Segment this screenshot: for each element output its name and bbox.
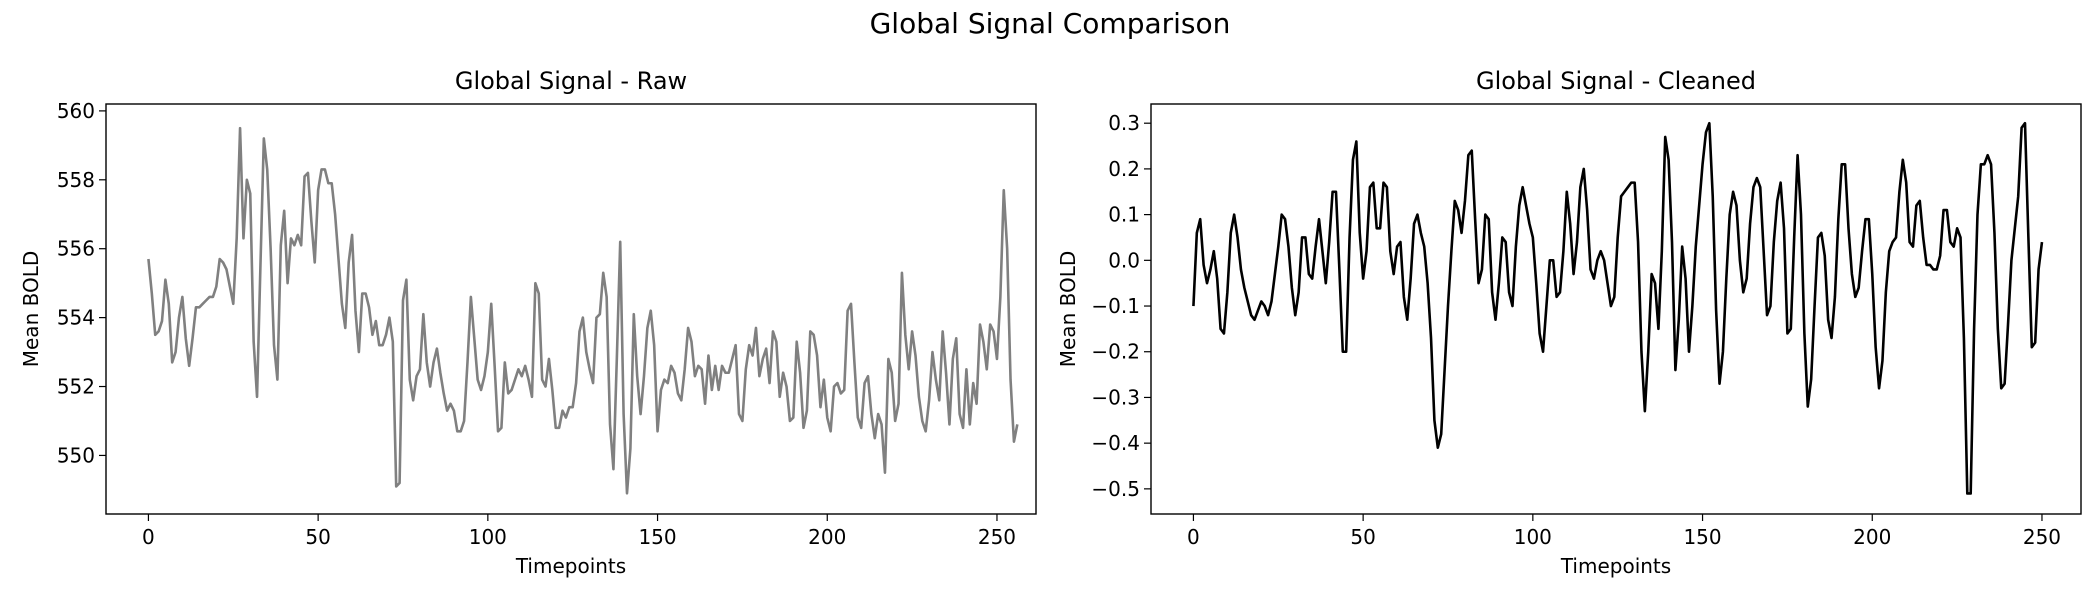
- cleaned-y-axis-label: Mean BOLD: [1056, 251, 1080, 368]
- raw-x-tick-label: 0: [142, 525, 155, 549]
- cleaned-x-tick-label: 0: [1187, 525, 1200, 549]
- raw-y-tick-label: 554: [57, 306, 95, 330]
- raw-plot-frame: [105, 103, 1037, 515]
- cleaned-x-tick-label: 50: [1350, 525, 1375, 549]
- raw-y-ticks: 550 552 554 556 558 560: [57, 99, 106, 467]
- cleaned-y-tick-label: 0.1: [1108, 203, 1140, 227]
- raw-y-tick-label: 550: [57, 443, 95, 467]
- cleaned-y-tick-label: −0.1: [1091, 294, 1140, 318]
- cleaned-y-tick-label: −0.3: [1091, 385, 1140, 409]
- raw-signal-panel: Global Signal - Raw 0 50 100 150 200 250 5505…: [19, 67, 1037, 578]
- cleaned-signal-panel: Global Signal - Cleaned 0 50 100 150 200 250 …: [1056, 67, 2082, 578]
- raw-x-axis-label: Timepoints: [515, 554, 626, 578]
- cleaned-x-tick-label: 250: [2023, 525, 2061, 549]
- raw-x-tick-label: 150: [638, 525, 676, 549]
- raw-y-tick-label: 560: [57, 99, 95, 123]
- figure-title: Global Signal Comparison: [870, 7, 1231, 40]
- cleaned-x-ticks: 0 50 100 150 200 250: [1187, 514, 2061, 549]
- raw-y-tick-label: 556: [57, 237, 95, 261]
- cleaned-y-tick-label: −0.4: [1091, 431, 1140, 455]
- cleaned-y-ticks: −0.5 −0.4 −0.3 −0.2 −0.1 0.0 0.1 0.2 0.3: [1091, 111, 1151, 501]
- raw-x-ticks: 0 50 100 150 200 250: [142, 514, 1016, 549]
- raw-signal-line: [147, 126, 1019, 495]
- raw-x-tick-label: 250: [978, 525, 1016, 549]
- cleaned-x-tick-label: 200: [1853, 525, 1891, 549]
- cleaned-signal-line: [1192, 121, 2044, 495]
- cleaned-x-axis-label: Timepoints: [1560, 554, 1671, 578]
- raw-x-tick-label: 200: [808, 525, 846, 549]
- cleaned-y-tick-label: −0.5: [1091, 477, 1140, 501]
- raw-x-tick-label: 50: [305, 525, 330, 549]
- raw-y-tick-label: 552: [57, 375, 95, 399]
- raw-y-axis-label: Mean BOLD: [19, 251, 43, 368]
- raw-panel-title: Global Signal - Raw: [455, 67, 687, 95]
- cleaned-panel-title: Global Signal - Cleaned: [1476, 67, 1756, 95]
- cleaned-x-tick-label: 100: [1514, 525, 1552, 549]
- cleaned-y-tick-label: 0.0: [1108, 248, 1140, 272]
- raw-x-tick-label: 100: [469, 525, 507, 549]
- cleaned-y-tick-label: 0.2: [1108, 157, 1140, 181]
- cleaned-plot-frame: [1150, 103, 2082, 515]
- cleaned-y-tick-label: −0.2: [1091, 340, 1140, 364]
- cleaned-x-tick-label: 150: [1683, 525, 1721, 549]
- raw-y-tick-label: 558: [57, 168, 95, 192]
- cleaned-y-tick-label: 0.3: [1108, 111, 1140, 135]
